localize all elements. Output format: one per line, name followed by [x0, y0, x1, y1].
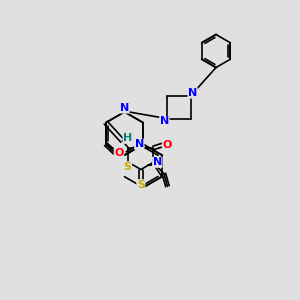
- Text: N: N: [120, 103, 129, 113]
- Text: S: S: [124, 162, 131, 172]
- Text: O: O: [114, 148, 124, 158]
- Text: S: S: [137, 180, 145, 190]
- Text: N: N: [160, 116, 169, 127]
- Text: N: N: [188, 88, 197, 98]
- Text: H: H: [123, 133, 132, 143]
- Text: O: O: [163, 140, 172, 150]
- Text: N: N: [153, 157, 162, 167]
- Text: N: N: [135, 139, 144, 149]
